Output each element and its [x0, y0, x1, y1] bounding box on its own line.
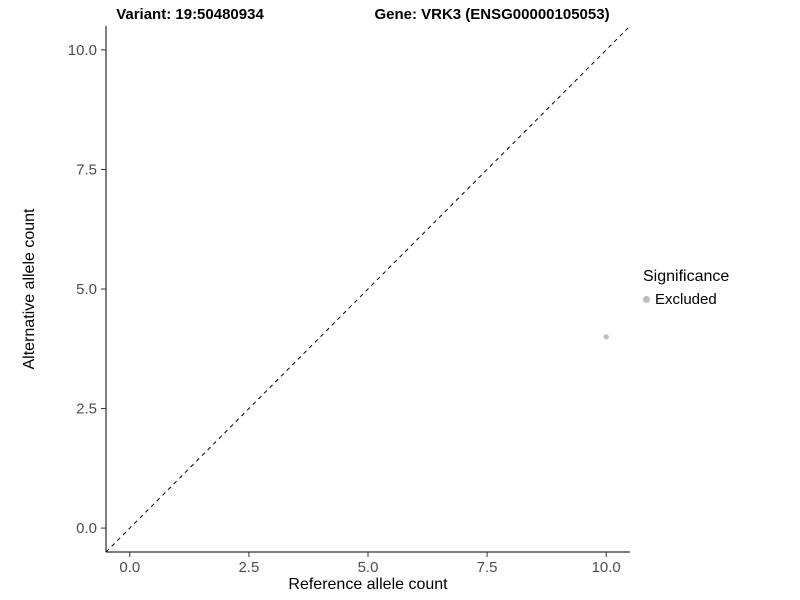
- legend-entry-excluded: Excluded: [643, 291, 729, 308]
- legend-title: Significance: [643, 268, 730, 285]
- y-tick-label: 0.0: [76, 520, 97, 537]
- identity-line: [105, 25, 631, 553]
- y-axis-title: Alternative allele count: [21, 208, 38, 370]
- y-tick-label: 2.5: [76, 401, 97, 418]
- plot-title-variant: Variant: 19:50480934: [116, 6, 264, 23]
- data-point: [603, 334, 609, 340]
- x-tick-label: 0.0: [119, 559, 140, 576]
- y-tick-label: 10.0: [68, 42, 97, 59]
- legend-marker-icon: [643, 296, 650, 303]
- x-axis-title: Reference allele count: [288, 576, 448, 593]
- y-tick-label: 5.0: [76, 281, 97, 298]
- y-tick-label: 7.5: [76, 161, 97, 178]
- plot-title-gene: Gene: VRK3 (ENSG00000105053): [374, 6, 610, 23]
- legend-entry-label: Excluded: [655, 291, 717, 308]
- x-tick-label: 7.5: [477, 559, 498, 576]
- x-tick-label: 10.0: [592, 559, 621, 576]
- x-tick-label: 5.0: [358, 559, 379, 576]
- x-tick-label: 2.5: [238, 559, 259, 576]
- legend: Significance Excluded: [643, 268, 729, 308]
